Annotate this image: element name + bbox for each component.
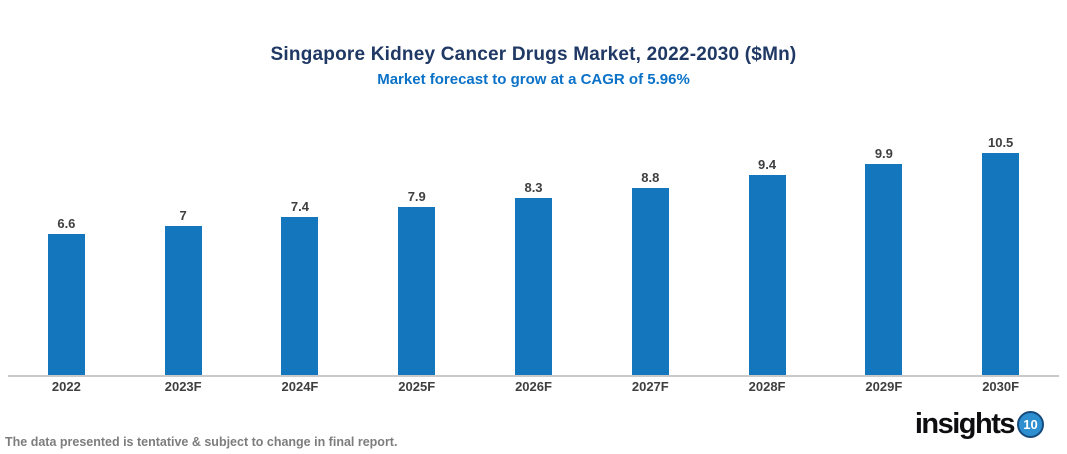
chart-subtitle: Market forecast to grow at a CAGR of 5.9… xyxy=(377,71,690,88)
disclaimer-text: The data presented is tentative & subjec… xyxy=(5,435,398,449)
bar-value-label: 7 xyxy=(179,208,187,223)
bar-value-label: 7.9 xyxy=(407,189,426,204)
bar xyxy=(164,226,202,375)
bar-group: 10.5 xyxy=(942,135,1059,375)
bar xyxy=(47,234,85,375)
bar xyxy=(748,175,786,375)
bar-group: 8.8 xyxy=(592,135,709,375)
x-axis: 2022 2023F 2024F 2025F 2026F 2027F 2028F 2029F 2… xyxy=(8,379,1059,394)
bar-group: 8.3 xyxy=(475,135,592,375)
x-axis-label: 2029F xyxy=(865,379,903,394)
x-axis-label: 2024F xyxy=(281,379,319,394)
insights10-logo: insights 10 xyxy=(915,410,1044,439)
bar-group: 6.6 xyxy=(8,135,125,375)
bar-plot-area: 6.6 7 7.4 7.9 8.3 8.8 9.4 9.9 10.5 xyxy=(8,135,1059,377)
logo-text: insights xyxy=(914,408,1016,440)
bar-value-label: 7.4 xyxy=(290,199,309,214)
bar xyxy=(515,198,553,375)
x-axis-label: 2025F xyxy=(398,379,436,394)
bar-value-label: 8.8 xyxy=(641,170,660,185)
x-axis-label: 2022 xyxy=(51,379,81,394)
logo-badge: 10 xyxy=(1017,411,1044,438)
x-axis-label: 2026F xyxy=(515,379,552,394)
x-axis-label: 2027F xyxy=(631,379,669,394)
bar xyxy=(398,207,436,375)
bar xyxy=(281,217,319,375)
x-axis-label: 2030F xyxy=(982,379,1020,394)
bar-value-label: 9.9 xyxy=(874,146,893,161)
bar xyxy=(631,188,669,375)
bar-value-label: 10.5 xyxy=(987,135,1014,150)
x-axis-label: 2028F xyxy=(748,379,786,394)
bar-group: 7 xyxy=(125,135,242,375)
bar-group: 7.9 xyxy=(358,135,475,375)
bar xyxy=(865,164,903,375)
bar-value-label: 6.6 xyxy=(57,216,76,231)
bar xyxy=(982,153,1020,375)
bar-value-label: 9.4 xyxy=(758,157,777,172)
x-axis-label: 2023F xyxy=(164,379,202,394)
chart-title: Singapore Kidney Cancer Drugs Market, 20… xyxy=(270,44,797,65)
bar-group: 9.4 xyxy=(709,135,826,375)
bar-group: 9.9 xyxy=(825,135,942,375)
bar-value-label: 8.3 xyxy=(524,180,543,195)
bar-group: 7.4 xyxy=(242,135,359,375)
